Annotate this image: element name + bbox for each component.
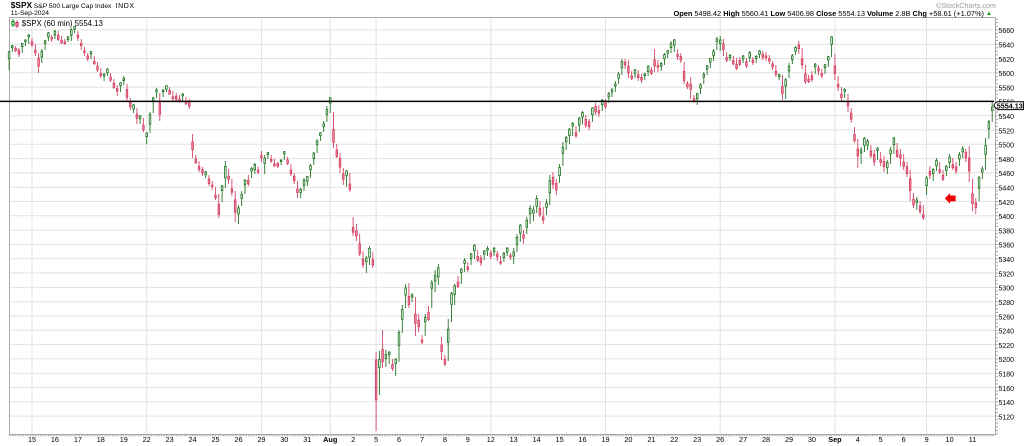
svg-text:5600: 5600 [999,71,1015,78]
svg-text:24: 24 [189,435,197,444]
svg-text:29: 29 [785,435,793,444]
svg-text:19: 19 [601,435,609,444]
svg-text:5280: 5280 [999,300,1015,307]
svg-text:2: 2 [351,435,355,444]
svg-text:5554.13: 5554.13 [997,102,1023,111]
svg-text:18: 18 [97,435,105,444]
svg-text:6: 6 [902,435,906,444]
svg-text:15: 15 [556,435,564,444]
svg-text:23: 23 [166,435,174,444]
svg-text:30: 30 [280,435,288,444]
svg-text:9: 9 [466,435,470,444]
svg-text:25: 25 [211,435,219,444]
svg-text:20: 20 [624,435,632,444]
svg-text:17: 17 [74,435,82,444]
svg-text:22: 22 [670,435,678,444]
svg-text:5120: 5120 [999,414,1015,421]
svg-text:21: 21 [647,435,655,444]
svg-text:5540: 5540 [999,114,1015,121]
svg-text:5620: 5620 [999,57,1015,64]
svg-text:15: 15 [28,435,36,444]
svg-text:14: 14 [533,435,541,444]
svg-text:5460: 5460 [999,171,1015,178]
svg-text:29: 29 [257,435,265,444]
svg-text:30: 30 [808,435,816,444]
svg-text:7: 7 [420,435,424,444]
svg-text:5240: 5240 [999,329,1015,336]
svg-text:13: 13 [510,435,518,444]
svg-text:16: 16 [578,435,586,444]
svg-text:5180: 5180 [999,372,1015,379]
svg-text:5400: 5400 [999,214,1015,221]
svg-text:5300: 5300 [999,286,1015,293]
svg-text:5420: 5420 [999,200,1015,207]
svg-text:Aug: Aug [323,435,337,444]
svg-text:6: 6 [397,435,401,444]
svg-text:5500: 5500 [999,143,1015,150]
svg-text:27: 27 [739,435,747,444]
svg-text:5320: 5320 [999,271,1015,278]
svg-text:12: 12 [487,435,495,444]
svg-text:16: 16 [51,435,59,444]
svg-text:5520: 5520 [999,128,1015,135]
svg-text:5140: 5140 [999,400,1015,407]
svg-text:10: 10 [946,435,954,444]
svg-text:5160: 5160 [999,386,1015,393]
svg-text:5360: 5360 [999,243,1015,250]
svg-text:26: 26 [234,435,242,444]
svg-text:5640: 5640 [999,43,1015,50]
svg-text:9: 9 [925,435,929,444]
svg-text:26: 26 [716,435,724,444]
svg-text:31: 31 [303,435,311,444]
svg-text:5: 5 [879,435,883,444]
svg-text:5260: 5260 [999,314,1015,321]
svg-text:8: 8 [443,435,447,444]
svg-text:23: 23 [693,435,701,444]
svg-text:Sep: Sep [828,435,842,444]
svg-text:22: 22 [143,435,151,444]
svg-text:5480: 5480 [999,157,1015,164]
svg-text:5440: 5440 [999,186,1015,193]
svg-text:5380: 5380 [999,228,1015,235]
svg-text:5: 5 [374,435,378,444]
svg-text:5220: 5220 [999,343,1015,350]
svg-text:5200: 5200 [999,357,1015,364]
svg-text:19: 19 [120,435,128,444]
svg-text:5340: 5340 [999,257,1015,264]
svg-text:4: 4 [856,435,860,444]
svg-text:28: 28 [762,435,770,444]
svg-text:$SPX (60 min) 5554.13: $SPX (60 min) 5554.13 [22,19,103,28]
svg-text:5580: 5580 [999,85,1015,92]
svg-text:5660: 5660 [999,28,1015,35]
svg-text:11: 11 [969,435,977,444]
